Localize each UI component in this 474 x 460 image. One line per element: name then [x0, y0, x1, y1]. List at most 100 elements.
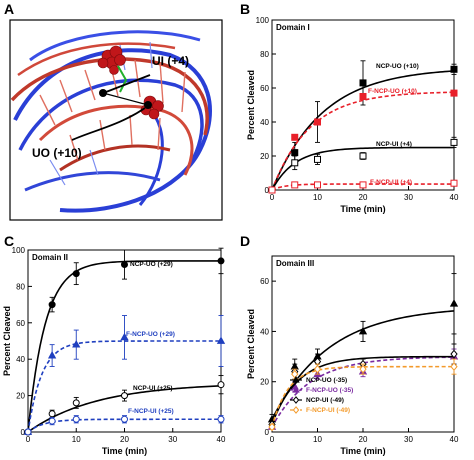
dna-structure-image	[11, 30, 212, 213]
data-point	[72, 340, 81, 348]
legend-entry: F-NCP-UI (-49)	[306, 407, 350, 414]
data-point	[314, 181, 321, 189]
data-point	[314, 118, 321, 126]
panel-a: A	[4, 1, 223, 221]
plot-frame	[271, 255, 455, 433]
panel-a-letter: A	[4, 1, 14, 17]
data-point	[217, 415, 225, 423]
x-tick-label: 40	[217, 435, 226, 444]
series-label: NCP-UO (+10)	[376, 63, 419, 70]
data-point	[359, 152, 367, 160]
series-label: F-NCP-UI (+25)	[128, 408, 174, 415]
y-tick-label: 20	[260, 378, 269, 387]
legend-entry: NCP-UO (-35)	[306, 377, 347, 384]
y-tick-label: 0	[21, 428, 26, 437]
chart-title: Domain I	[276, 23, 310, 32]
fit-curve	[271, 355, 455, 425]
series-label: NCP-UI (+25)	[133, 385, 173, 392]
y-tick-label: 40	[260, 118, 269, 127]
data-point	[120, 332, 129, 341]
data-point	[450, 179, 458, 187]
x-tick-label: 0	[270, 193, 275, 202]
data-point	[292, 385, 300, 393]
chart-c: C Domain II 0 10 20 30 40 0 20 40 60 80 100 Time (min…	[2, 233, 226, 456]
y-tick-label: 100	[12, 246, 26, 255]
y-tick-label: 80	[260, 50, 269, 59]
data-point	[291, 181, 299, 189]
data-point	[292, 375, 300, 383]
fit-curve	[271, 365, 454, 428]
y-tick-label: 60	[16, 319, 25, 328]
series-label: F-NCP-UI (+4)	[370, 179, 412, 186]
data-point	[314, 155, 321, 163]
x-axis-label: Time (min)	[102, 446, 147, 456]
data-point	[72, 270, 80, 278]
data-point	[449, 299, 459, 307]
x-tick-label: 10	[313, 193, 322, 202]
x-tick-label: 0	[26, 435, 31, 444]
series-label: F-NCP-UO (+10)	[368, 88, 417, 95]
series-2	[24, 375, 225, 436]
chart-title: Domain III	[276, 259, 314, 268]
data-point	[268, 186, 276, 194]
data-point	[72, 399, 80, 407]
data-point	[291, 159, 299, 167]
data-point	[291, 133, 299, 141]
fit-curve	[271, 146, 455, 191]
fit-curve	[271, 356, 455, 428]
legend-entry: NCP-UI (-49)	[306, 397, 344, 404]
y-tick-label: 40	[16, 355, 25, 364]
x-tick-label: 20	[359, 435, 368, 444]
series-1	[268, 89, 458, 194]
data-point	[359, 93, 367, 100]
data-point	[358, 326, 368, 335]
panel-b-letter: B	[240, 1, 250, 17]
series-3	[268, 358, 458, 432]
label-uo: UO (+10)	[32, 146, 82, 160]
data-point	[48, 301, 56, 309]
y-tick-label: 20	[16, 392, 25, 401]
data-point	[216, 336, 226, 344]
data-point	[450, 138, 458, 146]
series-label: NCP-UO (+29)	[130, 261, 173, 268]
panel-c-letter: C	[4, 233, 14, 249]
data-point	[292, 406, 300, 414]
data-point	[121, 392, 128, 400]
data-point	[450, 362, 458, 372]
x-tick-label: 0	[270, 435, 275, 444]
y-tick-label: 60	[260, 84, 269, 93]
y-tick-label: 0	[265, 428, 270, 437]
y-tick-label: 40	[260, 327, 269, 336]
series-2	[268, 343, 458, 429]
data-point	[48, 410, 56, 418]
series-label: F-NCP-UO (+29)	[126, 331, 175, 338]
data-point	[291, 149, 299, 157]
data-point	[450, 349, 458, 359]
series-label: NCP-UI (+4)	[376, 141, 412, 148]
data-point	[313, 364, 322, 374]
series-3	[24, 415, 225, 436]
y-axis-label: Percent Cleaved	[246, 309, 256, 379]
data-point	[359, 364, 367, 374]
x-axis-label: Time (min)	[340, 204, 385, 214]
label-ui: UI (+4)	[152, 54, 189, 68]
fit-curve	[271, 91, 455, 191]
x-tick-label: 20	[359, 193, 368, 202]
x-axis-label: Time (min)	[340, 446, 385, 456]
series-0	[268, 60, 458, 194]
x-tick-label: 10	[313, 435, 322, 444]
y-tick-label: 60	[260, 277, 269, 286]
x-tick-label: 30	[404, 435, 413, 444]
data-point	[121, 261, 128, 269]
x-tick-label: 30	[404, 193, 413, 202]
chart-d: D Domain III 0 10 20 30 40 0 20 40 60 Time (min) Per…	[240, 233, 459, 456]
panel-d-letter: D	[240, 233, 250, 249]
data-point	[121, 415, 128, 423]
x-tick-label: 10	[72, 435, 81, 444]
y-tick-label: 100	[256, 16, 270, 25]
y-tick-label: 20	[260, 152, 269, 161]
data-point	[47, 350, 57, 359]
data-point	[291, 369, 299, 379]
